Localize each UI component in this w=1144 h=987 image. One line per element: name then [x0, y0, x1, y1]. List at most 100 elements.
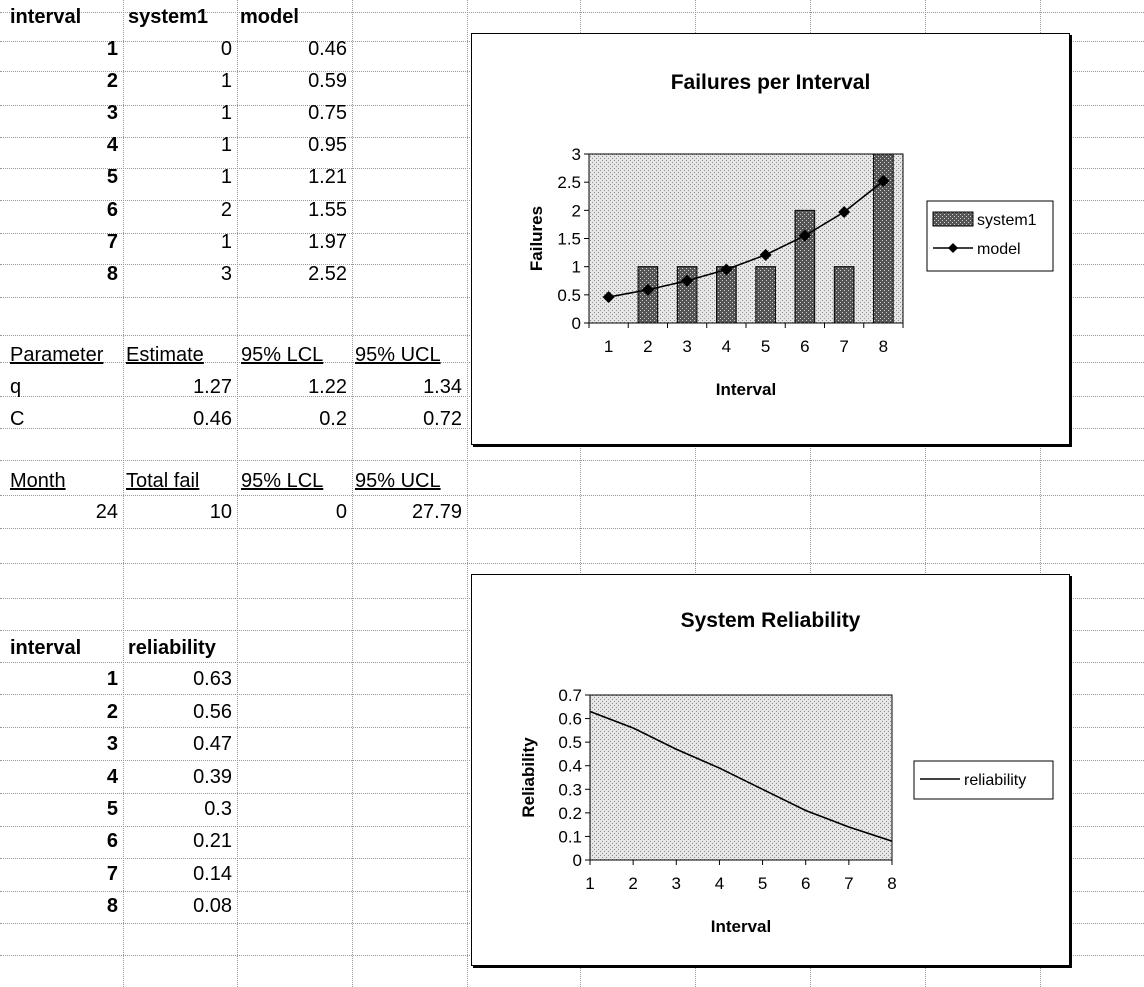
reliability-chart[interactable]: System Reliability 0 0.1 0.2 0.3 0.4 0.5 0.6 0.… — [471, 574, 1070, 966]
line-model — [608, 180, 884, 298]
cell-interval[interactable]: 1 — [106, 668, 118, 690]
chart-title: System Reliability — [680, 609, 861, 632]
month-value[interactable]: 24 — [95, 501, 118, 523]
x-tick-label: 8 — [879, 337, 888, 356]
cell-interval[interactable]: 6 — [106, 830, 118, 852]
header-total-fail[interactable]: Total fail — [126, 470, 200, 492]
cell-system1[interactable]: 1 — [220, 134, 232, 156]
y-axis-label: Failures — [527, 206, 546, 271]
cell-reliability[interactable]: 0.08 — [193, 895, 232, 917]
header-month[interactable]: Month — [10, 470, 66, 492]
lcl-value[interactable]: 0 — [335, 501, 347, 523]
cell-interval[interactable]: 4 — [106, 134, 118, 156]
header-lcl[interactable]: 95% LCL — [241, 470, 324, 492]
cell-interval[interactable]: 3 — [106, 733, 118, 755]
header-lcl[interactable]: 95% LCL — [241, 344, 324, 366]
cell-system1[interactable]: 1 — [220, 166, 232, 188]
cell-reliability[interactable]: 0.47 — [193, 733, 232, 755]
header-ucl[interactable]: 95% UCL — [355, 344, 441, 366]
header-model[interactable]: model — [240, 6, 299, 28]
plot-area — [588, 153, 904, 324]
legend-box — [913, 760, 1054, 800]
cell-model[interactable]: 0.75 — [308, 102, 347, 124]
cell-reliability[interactable]: 0.3 — [204, 798, 232, 820]
cell-reliability[interactable]: 0.56 — [193, 701, 232, 723]
x-tick-label: 2 — [628, 874, 637, 893]
cell-model[interactable]: 0.59 — [308, 70, 347, 92]
x-tick-label: 3 — [672, 874, 681, 893]
x-tick-label: 4 — [722, 337, 731, 356]
y-tick-label: 0.5 — [558, 733, 582, 752]
param-estimate[interactable]: 1.27 — [193, 376, 232, 398]
legend-marker-model — [948, 243, 958, 253]
cell-interval[interactable]: 2 — [106, 70, 118, 92]
param-ucl[interactable]: 0.72 — [423, 408, 462, 430]
header-interval[interactable]: interval — [10, 6, 82, 28]
x-tick-label: 2 — [643, 337, 652, 356]
header-interval[interactable]: interval — [10, 637, 82, 659]
cell-interval[interactable]: 6 — [106, 199, 118, 221]
bar-system1 — [794, 209, 816, 324]
cell-system1[interactable]: 0 — [220, 38, 232, 60]
cell-system1[interactable]: 1 — [220, 231, 232, 253]
cell-interval[interactable]: 5 — [106, 798, 118, 820]
header-ucl[interactable]: 95% UCL — [355, 470, 441, 492]
y-tick-label: 0.7 — [558, 686, 582, 705]
param-name[interactable]: q — [10, 376, 22, 398]
failures-chart[interactable]: Failures per Interval 0 0.5 1 1.5 2 2.5 3 1 2 3 4 5… — [471, 33, 1070, 445]
y-axis-label: Reliability — [519, 737, 538, 818]
cell-interval[interactable]: 5 — [106, 166, 118, 188]
bar-system1 — [755, 266, 776, 324]
header-system1[interactable]: system1 — [128, 6, 209, 28]
header-parameter[interactable]: Parameter — [10, 344, 104, 366]
plot-area — [589, 694, 893, 861]
header-estimate[interactable]: Estimate — [126, 344, 204, 366]
cell-interval[interactable]: 8 — [106, 263, 118, 285]
grid-column-line — [810, 0, 811, 987]
x-tick-label: 3 — [682, 337, 691, 356]
cell-system1[interactable]: 1 — [220, 70, 232, 92]
cell-interval[interactable]: 8 — [106, 895, 118, 917]
cell-interval[interactable]: 7 — [106, 863, 118, 885]
param-lcl[interactable]: 0.2 — [319, 408, 347, 430]
x-tick-label: 5 — [758, 874, 767, 893]
param-name[interactable]: C — [10, 408, 25, 430]
point-model — [641, 283, 654, 296]
cell-model[interactable]: 1.55 — [308, 199, 347, 221]
cell-interval[interactable]: 7 — [106, 231, 118, 253]
y-tick-label: 2.5 — [557, 173, 581, 192]
grid-row-line — [0, 563, 1144, 564]
cell-model[interactable]: 1.97 — [308, 231, 347, 253]
cell-system1[interactable]: 1 — [220, 102, 232, 124]
cell-model[interactable]: 1.21 — [308, 166, 347, 188]
cell-reliability[interactable]: 0.39 — [193, 766, 232, 788]
x-tick-label: 6 — [801, 874, 810, 893]
param-estimate[interactable]: 0.46 — [193, 408, 232, 430]
total-fail-value[interactable]: 10 — [209, 501, 232, 523]
cell-reliability[interactable]: 0.21 — [193, 830, 232, 852]
cell-model[interactable]: 0.95 — [308, 134, 347, 156]
grid-column-line — [1040, 0, 1041, 987]
cell-interval[interactable]: 2 — [106, 701, 118, 723]
ucl-value[interactable]: 27.79 — [411, 501, 462, 523]
cell-interval[interactable]: 1 — [106, 38, 118, 60]
header-reliability[interactable]: reliability — [128, 637, 216, 659]
cell-interval[interactable]: 3 — [106, 102, 118, 124]
grid-column-line — [352, 0, 353, 987]
point-model — [602, 291, 615, 304]
cell-model[interactable]: 0.46 — [308, 38, 347, 60]
y-tick-label: 3 — [572, 145, 581, 164]
cell-model[interactable]: 2.52 — [308, 263, 347, 285]
cell-reliability[interactable]: 0.14 — [193, 863, 232, 885]
x-tick-label: 8 — [887, 874, 896, 893]
param-ucl[interactable]: 1.34 — [423, 376, 462, 398]
cell-interval[interactable]: 4 — [106, 766, 118, 788]
grid-row-line — [0, 495, 1144, 496]
cell-reliability[interactable]: 0.63 — [193, 668, 232, 690]
param-lcl[interactable]: 1.22 — [308, 376, 347, 398]
cell-system1[interactable]: 3 — [220, 263, 232, 285]
legend-label-model: model — [977, 241, 1021, 258]
cell-system1[interactable]: 2 — [220, 199, 232, 221]
legend-swatch-system1 — [932, 211, 974, 227]
y-tick-label: 1 — [572, 258, 581, 277]
